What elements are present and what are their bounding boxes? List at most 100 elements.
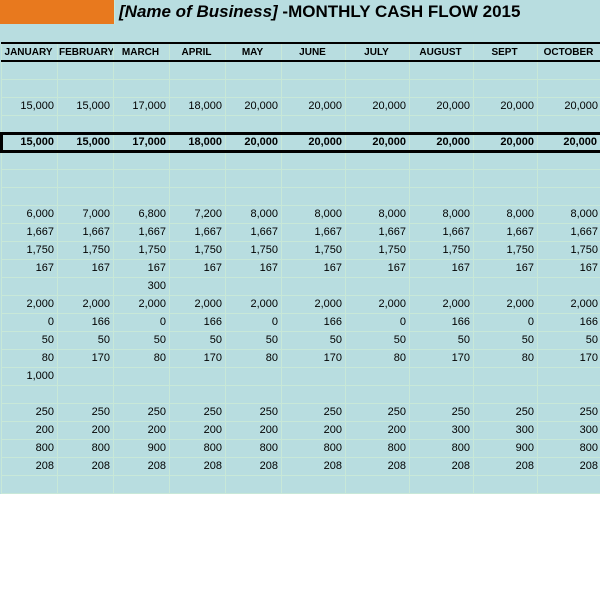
table-row: 300 [2,277,600,295]
cell [2,187,58,205]
table-row: 50505050505050505050 [2,331,600,349]
column-header: FEBRUARY [58,43,114,61]
cell: 2,000 [226,295,282,313]
cell: 0 [346,313,410,331]
cell [474,169,538,187]
cell: 50 [2,331,58,349]
cell [58,385,114,403]
cell: 300 [410,421,474,439]
cell [474,115,538,133]
table-row [2,385,600,403]
cell [58,187,114,205]
cell [538,187,600,205]
cell [346,367,410,385]
cell: 50 [538,331,600,349]
table-row: 1,000 [2,367,600,385]
cell: 20,000 [410,133,474,151]
table-row [2,187,600,205]
cell: 8,000 [410,205,474,223]
cell [58,61,114,79]
cell [170,367,226,385]
cell: 20,000 [226,133,282,151]
cell [58,367,114,385]
cell: 800 [170,439,226,457]
cell: 8,000 [282,205,346,223]
cell [474,277,538,295]
cell: 167 [2,259,58,277]
cell: 1,750 [170,241,226,259]
cell: 300 [474,421,538,439]
cell: 800 [410,439,474,457]
cell: 2,000 [2,295,58,313]
cell [2,151,58,169]
cell: 0 [114,313,170,331]
cell: 208 [410,457,474,475]
cell: 1,667 [346,223,410,241]
cell [114,61,170,79]
table-row: 1,6671,6671,6671,6671,6671,6671,6671,667… [2,223,600,241]
table-row [2,475,600,493]
cell: 300 [538,421,600,439]
cell: 8,000 [474,205,538,223]
cell [410,151,474,169]
cell: 50 [170,331,226,349]
cell: 167 [226,259,282,277]
cell [346,61,410,79]
cell [58,475,114,493]
cell: 166 [58,313,114,331]
table-row [2,61,600,79]
cell: 166 [410,313,474,331]
cell: 200 [346,421,410,439]
cell [226,385,282,403]
cell [474,61,538,79]
cell [226,475,282,493]
cell: 80 [2,349,58,367]
cell: 300 [114,277,170,295]
cell: 1,750 [474,241,538,259]
cell [58,115,114,133]
cell: 208 [226,457,282,475]
cell [538,169,600,187]
cell: 20,000 [474,97,538,115]
spreadsheet: [Name of Business] -MONTHLY CASH FLOW 20… [0,0,600,494]
cell [170,385,226,403]
cell: 7,200 [170,205,226,223]
cell: 166 [170,313,226,331]
cell: 80 [114,349,170,367]
cell [226,79,282,97]
cell: 200 [226,421,282,439]
cell: 17,000 [114,133,170,151]
column-header: OCTOBER [538,43,600,61]
cell: 50 [282,331,346,349]
cell [410,61,474,79]
cell [114,367,170,385]
column-header: JUNE [282,43,346,61]
cell: 800 [538,439,600,457]
cell [282,367,346,385]
title-separator: - [278,2,288,21]
cell: 50 [474,331,538,349]
cell [114,79,170,97]
column-header: JANUARY [2,43,58,61]
cell: 20,000 [410,97,474,115]
table-row: 01660166016601660166 [2,313,600,331]
cell: 20,000 [474,133,538,151]
table-row: 200200200200200200200300300300 [2,421,600,439]
cell: 18,000 [170,133,226,151]
cell [346,475,410,493]
cell [538,277,600,295]
cell: 1,750 [282,241,346,259]
cell: 200 [2,421,58,439]
cell: 80 [226,349,282,367]
cell: 167 [410,259,474,277]
cell: 167 [58,259,114,277]
cell: 2,000 [170,295,226,313]
cell [282,79,346,97]
cell [282,187,346,205]
cell: 2,000 [282,295,346,313]
cell: 1,750 [2,241,58,259]
cell: 250 [170,403,226,421]
cell: 200 [58,421,114,439]
cell [282,277,346,295]
cell [226,61,282,79]
